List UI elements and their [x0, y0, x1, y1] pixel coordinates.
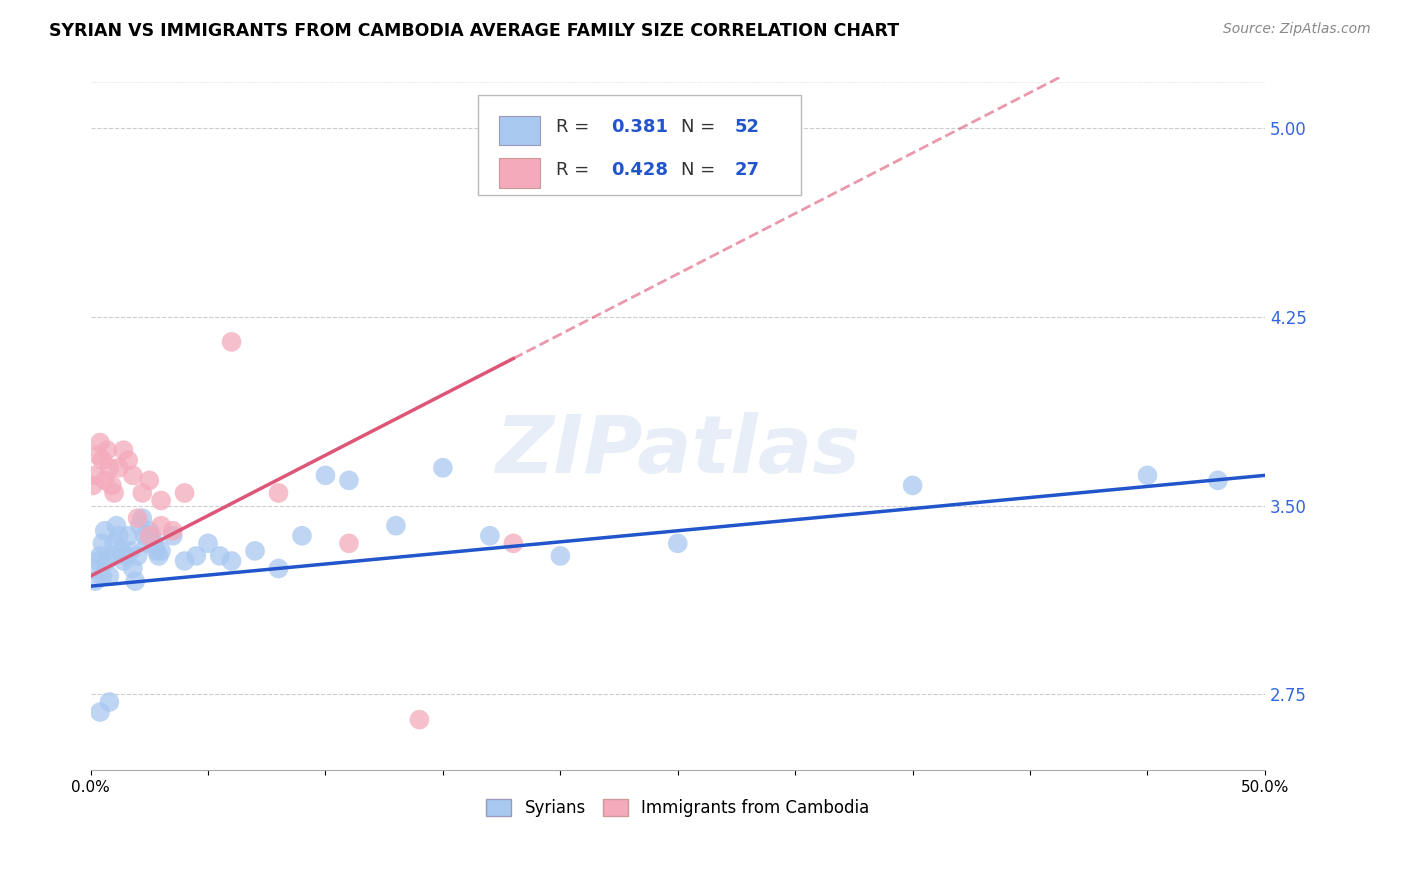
Point	[150, 493, 173, 508]
Bar	[499, 159, 540, 187]
Point	[96, 443, 118, 458]
Point	[408, 713, 430, 727]
Point	[89, 549, 111, 563]
Point	[82, 561, 104, 575]
Point	[478, 529, 501, 543]
Point	[173, 554, 195, 568]
Point	[117, 453, 139, 467]
Point	[91, 536, 114, 550]
Point	[127, 511, 149, 525]
Point	[901, 478, 924, 492]
Point	[131, 511, 153, 525]
Text: 0.428: 0.428	[610, 161, 668, 178]
Point	[107, 529, 129, 543]
Point	[98, 569, 121, 583]
Point	[148, 549, 170, 563]
Point	[314, 468, 336, 483]
Point	[136, 536, 159, 550]
Point	[127, 549, 149, 563]
Point	[131, 486, 153, 500]
Text: N =: N =	[682, 161, 721, 178]
Point	[115, 549, 138, 563]
Point	[89, 705, 111, 719]
Point	[103, 486, 125, 500]
Bar	[478, 95, 801, 195]
Point	[98, 695, 121, 709]
Point	[105, 518, 128, 533]
Point	[145, 544, 167, 558]
Point	[82, 478, 104, 492]
Point	[221, 554, 243, 568]
Point	[129, 518, 152, 533]
Point	[150, 518, 173, 533]
Point	[186, 549, 208, 563]
Point	[291, 529, 314, 543]
Point	[86, 448, 108, 462]
Point	[134, 529, 156, 543]
Point	[267, 486, 290, 500]
Point	[243, 544, 266, 558]
Point	[502, 536, 524, 550]
Point	[173, 486, 195, 500]
Point	[550, 176, 572, 190]
Point	[120, 544, 142, 558]
Point	[110, 544, 132, 558]
Point	[91, 453, 114, 467]
Point	[86, 554, 108, 568]
Point	[93, 524, 115, 538]
Point	[162, 529, 184, 543]
Text: ZIPatlas: ZIPatlas	[495, 412, 860, 491]
Text: R =: R =	[555, 118, 595, 136]
Text: 52: 52	[734, 118, 759, 136]
Text: Source: ZipAtlas.com: Source: ZipAtlas.com	[1223, 22, 1371, 37]
Point	[112, 443, 135, 458]
Point	[432, 460, 454, 475]
Point	[337, 474, 360, 488]
Point	[124, 574, 146, 588]
Point	[84, 468, 107, 483]
Point	[267, 561, 290, 575]
Point	[107, 460, 129, 475]
Legend: Syrians, Immigrants from Cambodia: Syrians, Immigrants from Cambodia	[479, 792, 876, 824]
Point	[162, 524, 184, 538]
Point	[143, 536, 166, 550]
Text: 27: 27	[734, 161, 759, 178]
Point	[112, 554, 135, 568]
Point	[122, 468, 145, 483]
Point	[100, 549, 122, 563]
Text: R =: R =	[555, 161, 595, 178]
Point	[91, 569, 114, 583]
Point	[138, 524, 160, 538]
Point	[84, 574, 107, 588]
Point	[98, 460, 121, 475]
Point	[89, 435, 111, 450]
Text: N =: N =	[682, 118, 721, 136]
Text: 0.381: 0.381	[610, 118, 668, 136]
Point	[141, 529, 163, 543]
Point	[385, 518, 408, 533]
Point	[208, 549, 231, 563]
Point	[103, 536, 125, 550]
Text: SYRIAN VS IMMIGRANTS FROM CAMBODIA AVERAGE FAMILY SIZE CORRELATION CHART: SYRIAN VS IMMIGRANTS FROM CAMBODIA AVERA…	[49, 22, 900, 40]
Point	[150, 544, 173, 558]
Point	[221, 334, 243, 349]
Point	[666, 536, 689, 550]
Point	[1206, 474, 1229, 488]
Point	[138, 474, 160, 488]
Point	[197, 536, 219, 550]
Bar	[499, 116, 540, 145]
Point	[337, 536, 360, 550]
Point	[93, 474, 115, 488]
Point	[117, 529, 139, 543]
Point	[550, 549, 572, 563]
Point	[122, 561, 145, 575]
Point	[1136, 468, 1159, 483]
Point	[100, 478, 122, 492]
Point	[96, 554, 118, 568]
Point	[138, 529, 160, 543]
